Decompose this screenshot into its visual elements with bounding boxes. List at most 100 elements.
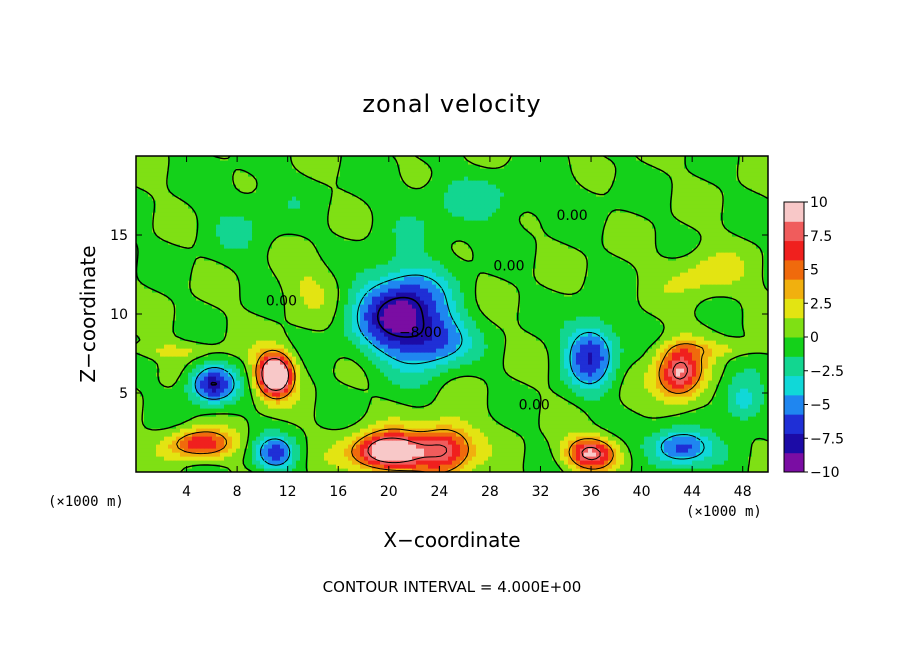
field-cell bbox=[412, 356, 417, 361]
field-cell bbox=[168, 452, 173, 457]
field-cell bbox=[240, 420, 245, 425]
field-cell bbox=[428, 408, 433, 413]
field-cell bbox=[632, 440, 637, 445]
field-cell bbox=[148, 352, 153, 357]
field-cell bbox=[428, 448, 433, 453]
field-cell bbox=[452, 396, 457, 401]
field-cell bbox=[704, 436, 709, 441]
field-cell bbox=[680, 348, 685, 353]
field-cell bbox=[404, 468, 409, 472]
field-cell bbox=[588, 360, 593, 365]
field-cell bbox=[308, 424, 313, 429]
field-cell bbox=[480, 384, 485, 389]
field-cell bbox=[296, 360, 301, 365]
field-cell bbox=[556, 436, 561, 441]
field-cell bbox=[268, 468, 273, 472]
field-cell bbox=[308, 404, 313, 409]
field-cell bbox=[280, 436, 285, 441]
field-cell bbox=[212, 372, 217, 377]
field-cell bbox=[552, 384, 557, 389]
field-cell bbox=[520, 352, 525, 357]
field-cell bbox=[520, 464, 525, 469]
field-cell bbox=[504, 364, 509, 369]
field-cell bbox=[232, 368, 237, 373]
field-cell bbox=[524, 440, 529, 445]
field-cell bbox=[256, 352, 261, 357]
field-cell bbox=[664, 468, 669, 472]
field-cell bbox=[616, 408, 621, 413]
field-cell bbox=[220, 376, 225, 381]
field-cell bbox=[368, 348, 373, 353]
field-cell bbox=[668, 356, 673, 361]
field-cell bbox=[176, 404, 181, 409]
field-cell bbox=[560, 464, 565, 469]
field-cell bbox=[164, 460, 169, 465]
field-cell bbox=[648, 420, 653, 425]
field-cell bbox=[532, 460, 537, 465]
field-cell bbox=[172, 448, 177, 453]
field-cell bbox=[540, 448, 545, 453]
field-cell bbox=[284, 464, 289, 469]
field-cell bbox=[416, 344, 421, 349]
field-cell bbox=[608, 468, 613, 472]
field-cell bbox=[500, 408, 505, 413]
field-cell bbox=[400, 400, 405, 405]
field-cell bbox=[404, 380, 409, 385]
field-cell bbox=[248, 352, 253, 357]
field-cell bbox=[532, 400, 537, 405]
field-cell bbox=[664, 392, 669, 397]
field-cell bbox=[744, 424, 749, 429]
field-cell bbox=[628, 376, 633, 381]
field-cell bbox=[616, 380, 621, 385]
field-cell bbox=[524, 456, 529, 461]
field-cell bbox=[164, 344, 169, 349]
field-cell bbox=[432, 368, 437, 373]
field-cell bbox=[164, 372, 169, 377]
field-cell bbox=[584, 388, 589, 393]
field-cell bbox=[720, 432, 725, 437]
field-cell bbox=[468, 404, 473, 409]
field-cell bbox=[168, 364, 173, 369]
field-cell bbox=[708, 444, 713, 449]
field-cell bbox=[376, 416, 381, 421]
field-cell bbox=[668, 360, 673, 365]
field-cell bbox=[472, 376, 477, 381]
field-cell bbox=[216, 360, 221, 365]
field-cell bbox=[136, 392, 141, 397]
field-cell bbox=[488, 428, 493, 433]
field-cell bbox=[684, 400, 689, 405]
field-cell bbox=[260, 432, 265, 437]
field-cell bbox=[596, 352, 601, 357]
field-cell bbox=[200, 392, 205, 397]
field-cell bbox=[456, 384, 461, 389]
field-cell bbox=[224, 416, 229, 421]
field-cell bbox=[488, 396, 493, 401]
field-cell bbox=[584, 392, 589, 397]
field-cell bbox=[692, 356, 697, 361]
field-cell bbox=[256, 440, 261, 445]
field-cell bbox=[348, 452, 353, 457]
field-cell bbox=[504, 368, 509, 373]
field-cell bbox=[348, 344, 353, 349]
field-cell bbox=[176, 372, 181, 377]
field-cell bbox=[440, 444, 445, 449]
field-cell bbox=[272, 384, 277, 389]
field-cell bbox=[528, 360, 533, 365]
field-cell bbox=[720, 396, 725, 401]
field-cell bbox=[236, 384, 241, 389]
field-cell bbox=[620, 372, 625, 377]
field-cell bbox=[200, 372, 205, 377]
field-cell bbox=[288, 424, 293, 429]
field-cell bbox=[436, 352, 441, 357]
field-cell bbox=[272, 400, 277, 405]
field-cell bbox=[736, 408, 741, 413]
field-cell bbox=[692, 380, 697, 385]
field-cell bbox=[612, 444, 617, 449]
field-cell bbox=[300, 424, 305, 429]
field-cell bbox=[748, 412, 753, 417]
field-cell bbox=[208, 380, 213, 385]
field-cell bbox=[360, 384, 365, 389]
field-cell bbox=[484, 444, 489, 449]
field-cell bbox=[176, 400, 181, 405]
field-cell bbox=[452, 432, 457, 437]
